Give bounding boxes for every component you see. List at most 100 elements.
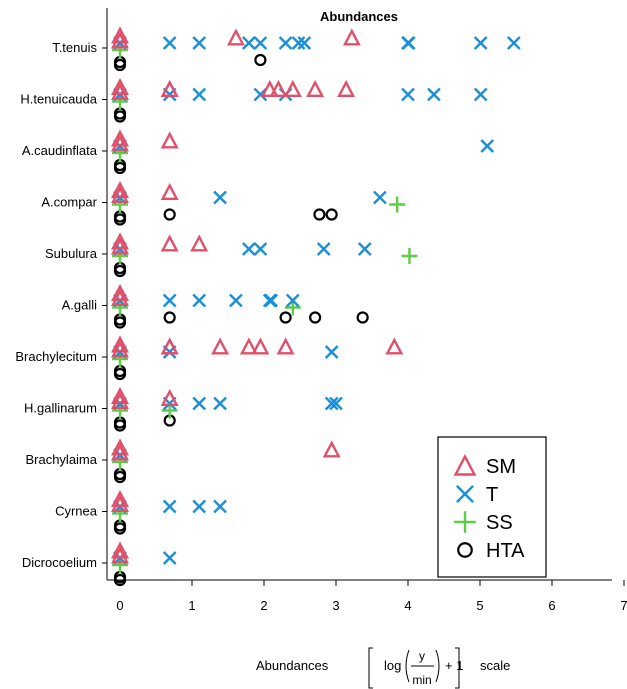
point-t bbox=[401, 87, 415, 102]
point-hta bbox=[163, 311, 176, 324]
point-sm bbox=[251, 337, 270, 355]
x-axis-label-numerator: y bbox=[419, 649, 425, 663]
point-hta bbox=[113, 316, 127, 329]
point-sm bbox=[111, 335, 129, 353]
y-tick-label: Brachylaima bbox=[25, 452, 97, 467]
point-t bbox=[162, 293, 177, 308]
point-sm bbox=[160, 388, 179, 406]
point-t bbox=[213, 396, 227, 411]
x-tick-label: 1 bbox=[188, 598, 195, 613]
point-sm bbox=[283, 79, 302, 98]
point-t bbox=[291, 36, 306, 50]
point-hta bbox=[163, 208, 176, 221]
point-t bbox=[229, 293, 243, 308]
point-sm bbox=[322, 440, 341, 458]
left-paren bbox=[405, 649, 410, 683]
right-bracket bbox=[455, 647, 460, 689]
point-t bbox=[162, 499, 177, 514]
legend-marker-hta bbox=[457, 542, 473, 558]
point-ss bbox=[401, 248, 418, 264]
point-sm bbox=[111, 443, 129, 461]
point-sm bbox=[160, 182, 179, 201]
point-sm bbox=[111, 386, 129, 404]
point-sm bbox=[211, 337, 230, 355]
point-sm bbox=[239, 337, 258, 355]
point-t bbox=[192, 87, 207, 102]
point-sm bbox=[160, 234, 179, 252]
point-sm bbox=[111, 129, 129, 147]
point-sm bbox=[111, 185, 129, 204]
point-sm bbox=[160, 131, 179, 149]
point-t bbox=[242, 36, 256, 50]
y-tick-label: A.caudinflata bbox=[22, 143, 98, 158]
y-tick-label: Dicrocoelium bbox=[22, 555, 97, 570]
legend-label: HTA bbox=[486, 540, 525, 562]
point-hta bbox=[113, 573, 127, 587]
y-tick-label: H.gallinarum bbox=[24, 401, 97, 416]
y-axis: T.tenuis H.tenuicauda A.caudinflata A.compa… bbox=[15, 8, 108, 580]
point-sm bbox=[111, 438, 129, 456]
point-hta bbox=[356, 311, 369, 324]
point-hta bbox=[309, 311, 322, 324]
x-axis-label-plus-one: + 1 bbox=[445, 658, 463, 673]
point-sm bbox=[111, 494, 129, 512]
point-t bbox=[357, 242, 372, 256]
point-t bbox=[192, 36, 207, 50]
point-t bbox=[324, 396, 339, 411]
y-tick-label: A.galli bbox=[62, 298, 98, 313]
point-hta bbox=[254, 53, 267, 67]
point-t bbox=[192, 396, 207, 411]
point-hta bbox=[279, 311, 292, 324]
point-sm bbox=[111, 541, 129, 559]
legend-marker-sm bbox=[453, 453, 477, 476]
point-hta bbox=[113, 161, 127, 175]
x-tick-label: 7 bbox=[620, 598, 627, 613]
legend-label: SS bbox=[486, 512, 513, 534]
point-hta bbox=[313, 208, 326, 221]
x-axis-label-scale: scale bbox=[480, 658, 510, 673]
point-sm bbox=[111, 288, 129, 306]
point-t bbox=[192, 499, 207, 514]
point-sm bbox=[111, 489, 129, 507]
point-hta bbox=[113, 110, 127, 123]
y-tick-label: Brachylecitum bbox=[15, 349, 97, 364]
point-sm bbox=[385, 337, 404, 355]
point-t bbox=[473, 36, 488, 50]
chart-title: Abundances bbox=[320, 9, 398, 24]
point-sm bbox=[111, 82, 129, 101]
y-tick-label: Cyrnea bbox=[55, 504, 98, 519]
point-sm bbox=[111, 134, 129, 152]
point-t bbox=[329, 396, 343, 411]
legend-marker-t bbox=[456, 485, 474, 503]
point-sm bbox=[111, 340, 129, 358]
point-t bbox=[473, 87, 488, 102]
point-t bbox=[162, 36, 177, 50]
point-sm bbox=[306, 79, 325, 98]
point-sm bbox=[111, 180, 129, 199]
point-sm bbox=[111, 77, 129, 96]
x-axis-label-text: Abundances bbox=[256, 658, 329, 673]
point-sm bbox=[111, 237, 129, 255]
point-t bbox=[480, 139, 495, 153]
point-t bbox=[253, 36, 268, 50]
point-sm bbox=[260, 79, 279, 98]
plot-marks bbox=[111, 26, 521, 587]
point-t bbox=[506, 36, 521, 50]
legend-box bbox=[437, 436, 547, 578]
point-hta bbox=[325, 208, 338, 221]
x-tick-label: 0 bbox=[116, 598, 123, 613]
point-hta bbox=[113, 213, 127, 226]
point-hta bbox=[113, 264, 127, 278]
point-t bbox=[316, 242, 331, 256]
point-sm bbox=[111, 546, 129, 564]
point-sm bbox=[111, 283, 129, 301]
y-tick-label: T.tenuis bbox=[52, 40, 97, 55]
point-sm bbox=[160, 79, 179, 98]
point-t bbox=[253, 242, 268, 256]
legend-label: SM bbox=[486, 456, 516, 478]
y-tick-label: H.tenuicauda bbox=[20, 92, 97, 107]
point-sm bbox=[276, 337, 295, 355]
point-t bbox=[242, 242, 256, 256]
point-sm bbox=[190, 234, 209, 252]
